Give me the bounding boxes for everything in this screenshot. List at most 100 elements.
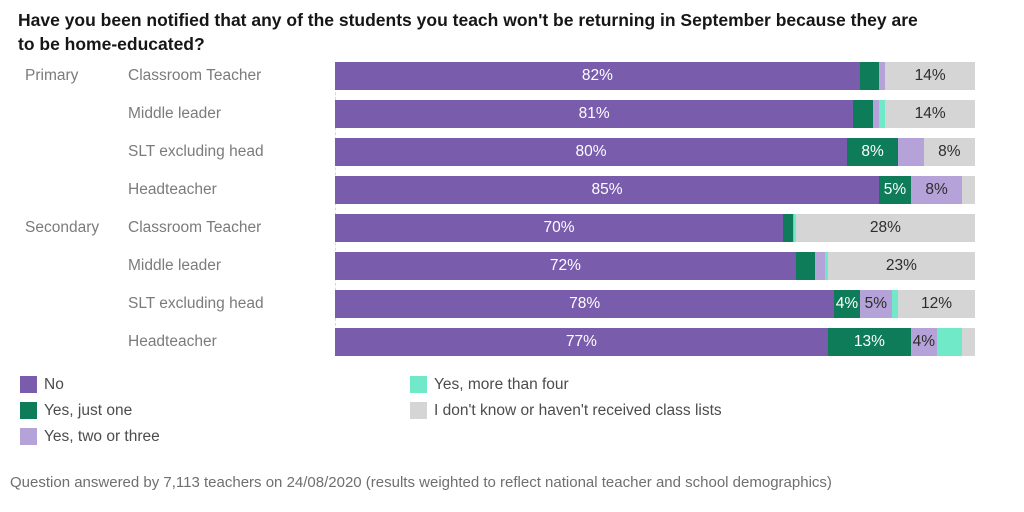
bar-segment-yes-just-one (795, 252, 815, 280)
bar-segment-yes-two-or-three: 5% (859, 290, 892, 318)
legend-column-1: No Yes, just one Yes, two or three (20, 376, 160, 454)
bar-segment-yes-two-or-three (898, 138, 924, 166)
bar-segment-i-don-t-know-or-haven-t-received-class-lists: 14% (885, 62, 975, 90)
chart-rows: Primary Classroom Teacher 82% 14% Middle lea… (0, 62, 1024, 366)
legend-item: Yes, more than four (410, 376, 722, 393)
bar-segment-yes-more-than-four (794, 214, 796, 242)
bar-segment-no: 78% (335, 290, 835, 318)
category-label: Headteacher (128, 181, 217, 198)
bar-segment-no: 70% (335, 214, 783, 242)
segment-value-label: 81% (578, 105, 610, 123)
chart-row: Middle leader 81% 14% (0, 100, 1024, 128)
legend-item: I don't know or haven't received class l… (410, 402, 722, 419)
segment-value-label: 5% (883, 181, 907, 199)
stacked-bar: 81% 14% (335, 100, 975, 128)
segment-value-label: 8% (925, 181, 948, 199)
bar-segment-i-don-t-know-or-haven-t-received-class-lists: 23% (827, 252, 975, 280)
bar-segment-yes-just-one (859, 62, 879, 90)
stacked-bar: 70% 28% (335, 214, 975, 242)
legend-item: Yes, two or three (20, 428, 160, 445)
chart-footnote: Question answered by 7,113 teachers on 2… (10, 474, 832, 491)
category-label: Classroom Teacher (128, 219, 262, 236)
legend-swatch (20, 428, 37, 445)
bar-segment-no: 81% (335, 100, 854, 128)
segment-value-label: 23% (885, 257, 917, 275)
legend-item: Yes, just one (20, 402, 160, 419)
segment-value-label: 78% (569, 295, 601, 313)
bar-segment-yes-just-one: 5% (879, 176, 911, 204)
chart-row: SLT excluding head 80% 8% 8% (0, 138, 1024, 166)
bar-segment-i-don-t-know-or-haven-t-received-class-lists: 14% (885, 100, 975, 128)
chart-row: Primary Classroom Teacher 82% 14% (0, 62, 1024, 90)
bar-segment-yes-just-one (783, 214, 793, 242)
segment-value-label: 28% (869, 219, 901, 237)
segment-value-label: 72% (549, 257, 581, 275)
chart-title: Have you been notified that any of the s… (18, 8, 1013, 56)
group-label: Secondary (25, 219, 100, 236)
bar-segment-yes-two-or-three: 8% (911, 176, 963, 204)
segment-value-label: 77% (565, 333, 597, 351)
segment-value-label: 85% (591, 181, 623, 199)
bar-segment-no: 82% (335, 62, 860, 90)
chart-title-line2: to be home-educated? (18, 34, 205, 54)
legend-label: Yes, more than four (434, 375, 569, 393)
bar-segment-no: 80% (335, 138, 847, 166)
category-label: Headteacher (128, 333, 217, 350)
bar-segment-yes-just-one: 13% (827, 328, 911, 356)
bar-segment-yes-more-than-four (878, 100, 886, 128)
stacked-bar: 77% 13% 4% (335, 328, 975, 356)
segment-value-label: 5% (864, 295, 887, 313)
bar-segment-yes-two-or-three: 4% (910, 328, 937, 356)
legend-label: Yes, two or three (44, 427, 160, 445)
bar-segment-yes-two-or-three (814, 252, 825, 280)
group-label: Primary (25, 67, 79, 84)
legend-swatch (20, 376, 37, 393)
category-label: Middle leader (128, 257, 222, 274)
legend-swatch (20, 402, 37, 419)
segment-value-label: 82% (581, 67, 613, 85)
bar-segment-yes-more-than-four (936, 328, 963, 356)
bar-segment-no: 77% (335, 328, 828, 356)
bar-segment-no: 72% (335, 252, 796, 280)
bar-segment-i-don-t-know-or-haven-t-received-class-lists: 28% (795, 214, 975, 242)
segment-value-label: 14% (914, 105, 946, 123)
legend-label: I don't know or haven't received class l… (434, 401, 722, 419)
segment-value-label: 4% (912, 333, 935, 351)
legend-swatch (410, 376, 427, 393)
stacked-bar: 82% 14% (335, 62, 975, 90)
chart-row: Headteacher 77% 13% 4% (0, 328, 1024, 356)
stacked-bar: 72% 23% (335, 252, 975, 280)
segment-value-label: 4% (835, 295, 859, 313)
bar-segment-i-don-t-know-or-haven-t-received-class-lists: 8% (923, 138, 975, 166)
chart-row: Middle leader 72% 23% (0, 252, 1024, 280)
stacked-bar: 78% 4% 5% 12% (335, 290, 975, 318)
chart-row: SLT excluding head 78% 4% 5% 12% (0, 290, 1024, 318)
chart-title-line1: Have you been notified that any of the s… (18, 10, 918, 30)
chart-row: Headteacher 85% 5% 8% (0, 176, 1024, 204)
bar-segment-yes-two-or-three (872, 100, 879, 128)
category-label: SLT excluding head (128, 143, 264, 160)
bar-segment-no: 85% (335, 176, 879, 204)
category-label: Middle leader (128, 105, 222, 122)
category-label: SLT excluding head (128, 295, 264, 312)
segment-value-label: 8% (938, 143, 961, 161)
bar-segment-yes-just-one: 8% (847, 138, 899, 166)
bar-segment-i-don-t-know-or-haven-t-received-class-lists (962, 328, 975, 356)
bar-segment-yes-two-or-three (878, 62, 886, 90)
bar-segment-yes-more-than-four (891, 290, 899, 318)
bar-segment-yes-two-or-three (792, 214, 795, 242)
segment-value-label: 70% (543, 219, 575, 237)
segment-value-label: 14% (914, 67, 946, 85)
legend-item: No (20, 376, 160, 393)
stacked-bar: 85% 5% 8% (335, 176, 975, 204)
segment-value-label: 8% (861, 143, 884, 161)
bar-segment-i-don-t-know-or-haven-t-received-class-lists: 12% (898, 290, 975, 318)
bar-segment-i-don-t-know-or-haven-t-received-class-lists (962, 176, 975, 204)
category-label: Classroom Teacher (128, 67, 262, 84)
bar-segment-yes-more-than-four (824, 252, 828, 280)
legend-column-2: Yes, more than four I don't know or haven… (410, 376, 722, 428)
legend-label: Yes, just one (44, 401, 133, 419)
legend-swatch (410, 402, 427, 419)
segment-value-label: 80% (575, 143, 607, 161)
